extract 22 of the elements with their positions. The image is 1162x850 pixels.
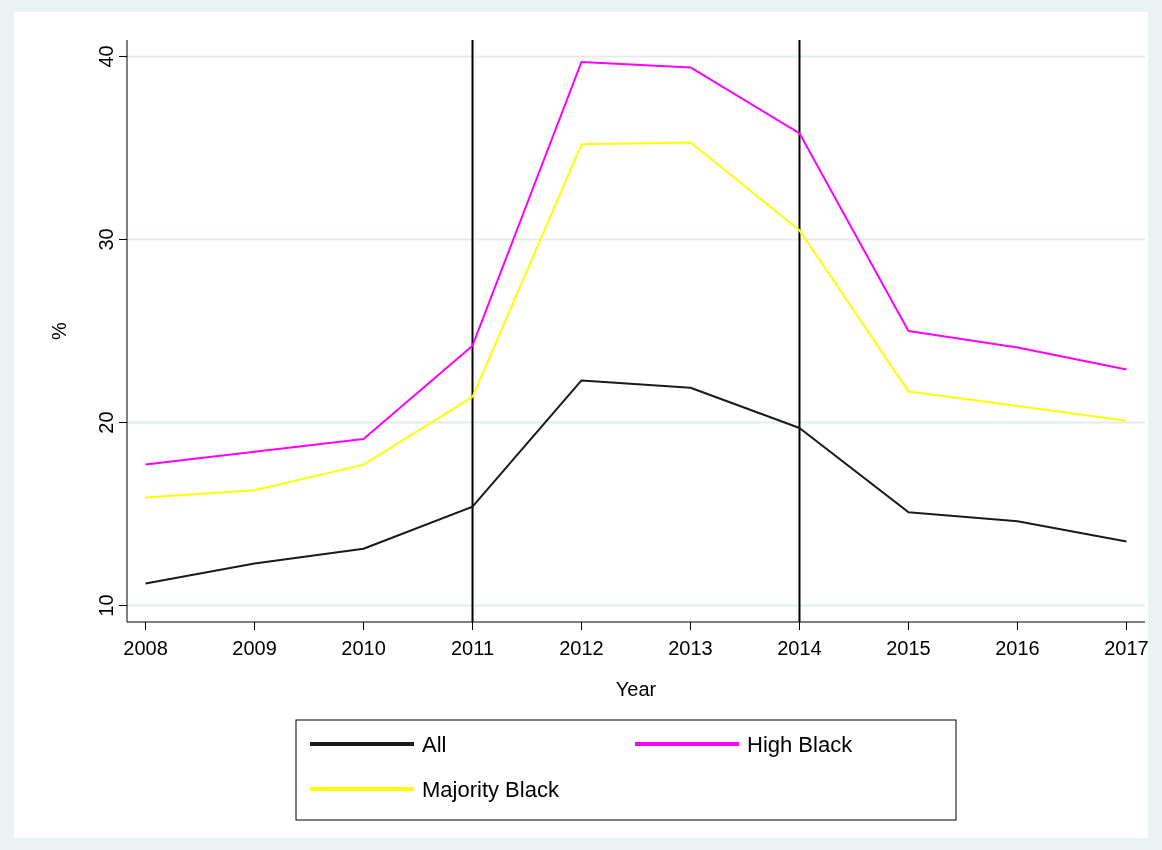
line-series xyxy=(144,60,1128,466)
x-tick-label: 2013 xyxy=(668,637,713,659)
x-tick-label: 2011 xyxy=(451,637,495,659)
x-tick-label: 2008 xyxy=(123,637,168,659)
x-tick-label: 2012 xyxy=(559,637,604,659)
x-tick-label: 2014 xyxy=(777,637,822,659)
x-tick-label: 2016 xyxy=(995,637,1040,659)
y-axis-title: % xyxy=(48,321,70,340)
y-tick-label: 10 xyxy=(95,594,117,617)
y-tick-label: 30 xyxy=(95,228,117,251)
y-tick-label: 20 xyxy=(95,411,117,434)
line-series xyxy=(144,379,1128,585)
legend-label: Majority Black xyxy=(422,777,560,802)
x-tick-label: 2009 xyxy=(232,637,277,659)
line-series xyxy=(144,141,1128,499)
x-tick-label: 2015 xyxy=(886,637,931,659)
legend-label: High Black xyxy=(747,732,854,757)
x-axis-title: Year xyxy=(615,678,657,700)
y-tick-label: 40 xyxy=(95,45,117,68)
legend-label: All xyxy=(422,732,447,757)
x-tick-label: 2017 xyxy=(1104,637,1149,659)
x-tick-label: 2010 xyxy=(341,637,386,659)
